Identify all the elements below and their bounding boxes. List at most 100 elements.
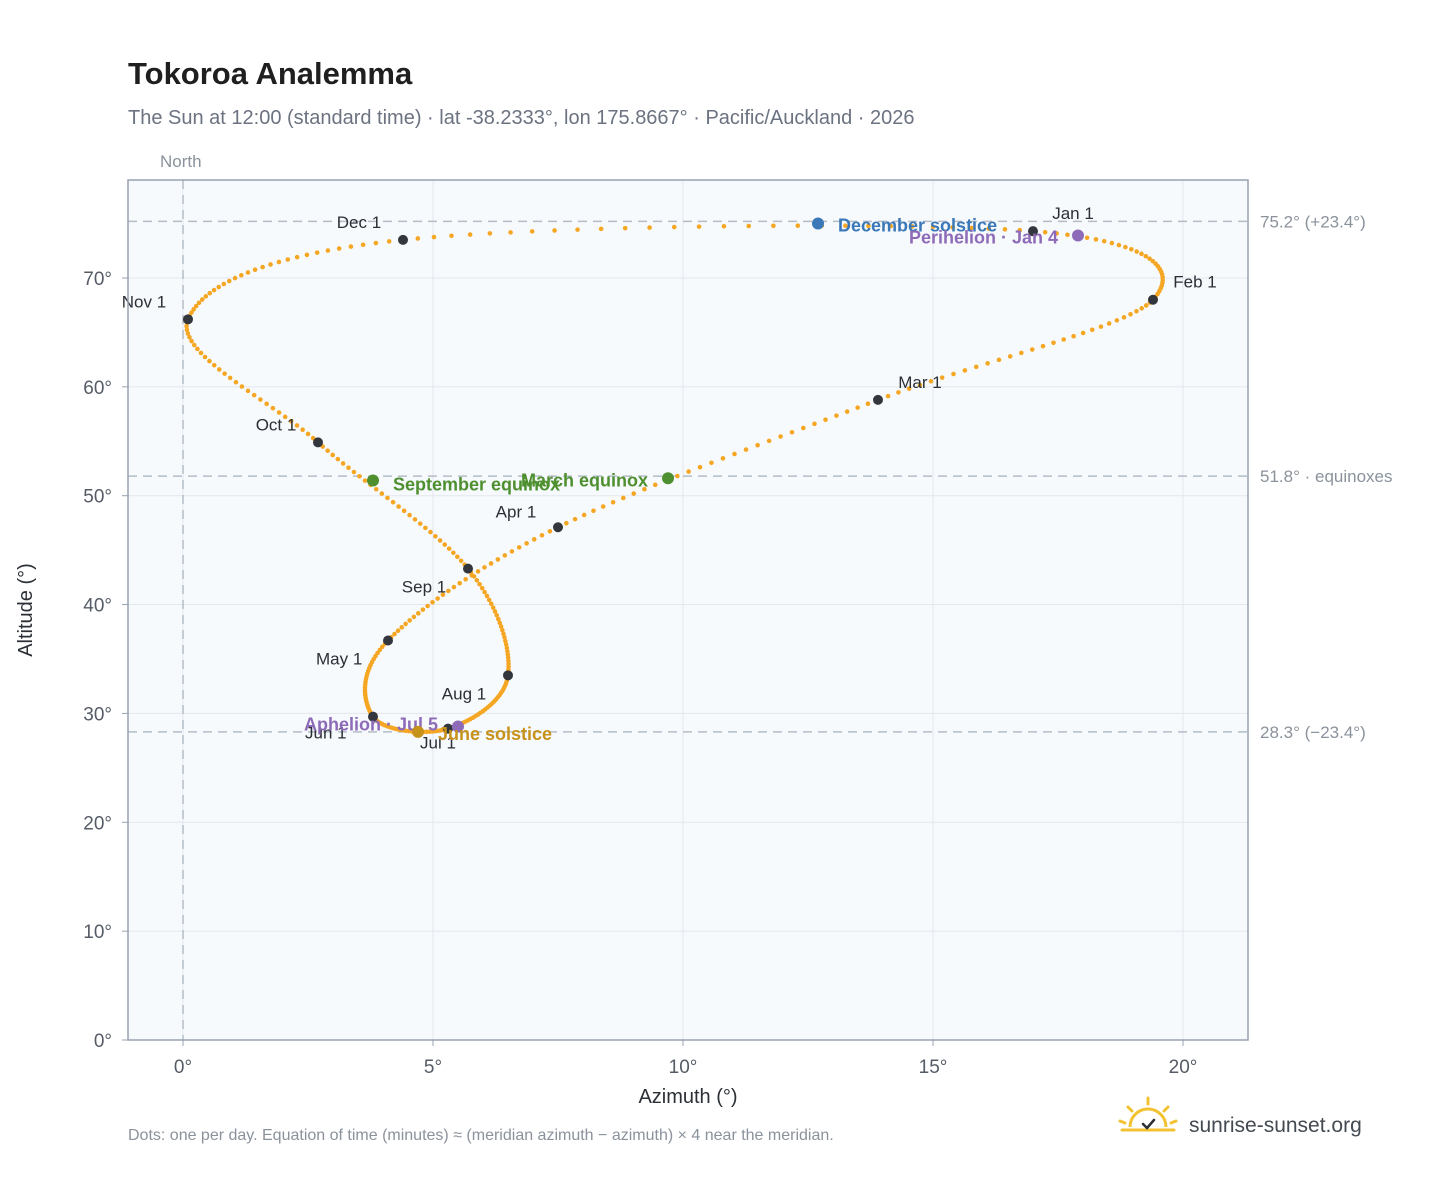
daily-dot [865,401,871,407]
daily-dot [539,533,545,538]
y-tick-label: 60° [83,378,112,399]
month-label: Jun 1 [305,724,347,743]
daily-dot [986,226,992,231]
daily-dot [202,354,208,360]
daily-dot [348,244,354,249]
daily-dot [696,224,702,229]
daily-dot [1093,237,1099,242]
daily-dot [252,267,258,273]
daily-dot [325,248,331,253]
daily-dot [437,538,443,543]
plot-border [127,179,1249,1041]
reference-lines: 75.2° (+23.4°) 51.8° · equinoxes 28.3° (−2… [128,212,1393,742]
daily-dot [227,375,233,381]
daily-dot [795,223,801,228]
daily-dot [198,350,204,356]
month-marker [443,723,453,734]
daily-dot [516,545,522,550]
daily-dot [373,486,379,492]
event-marker [662,472,674,485]
daily-dot [407,618,412,623]
daily-dot [449,233,454,239]
daily-dot [195,346,200,352]
daily-dot [1129,246,1134,252]
daily-dot [1134,309,1139,314]
daily-dot [294,423,300,428]
daily-dot [823,417,828,423]
daily-dot [442,542,448,547]
event-label: December solstice [838,216,997,236]
daily-dot [425,603,430,609]
daily-dot [488,601,494,607]
y-tick-label: 30° [83,704,112,725]
daily-dot [1123,244,1128,250]
daily-dot [498,624,504,629]
daily-dot [492,609,498,614]
daily-dot [671,224,677,230]
daily-dot [233,379,239,385]
daily-dot [380,644,385,650]
daily-dot [440,592,446,598]
chart-subtitle: The Sun at 12:00 (standard time) · lat -… [128,107,914,129]
daily-dot [399,625,405,630]
daily-dot [239,272,244,278]
plot-area [128,180,1248,1040]
daily-dot [1065,232,1070,238]
event-marker [1072,229,1084,242]
daily-dot [490,605,496,610]
daily-dot [501,631,506,637]
x-tick-label: 0° [174,1057,192,1078]
daily-dot [985,361,990,366]
daily-dot [531,537,537,542]
month-label: Nov 1 [122,292,166,311]
daily-dot [888,223,894,229]
daily-dot [1002,227,1008,232]
daily-dot [709,460,714,466]
daily-dot [950,225,956,230]
x-tick-label: 15° [919,1057,948,1078]
daily-dot [189,310,194,315]
daily-dot [1051,340,1056,346]
reference-line-label: 75.2° (+23.4°) [1260,212,1366,231]
daily-dot [1109,240,1115,246]
month-marker [873,394,883,405]
daily-dot [508,230,513,235]
daily-dot [503,638,508,644]
daily-dot [843,223,848,229]
daily-dot [314,250,320,255]
daily-dot [1101,238,1107,244]
daily-dot [1019,350,1024,356]
daily-dot [746,223,752,229]
daily-dot [1061,337,1067,342]
daily-dot [373,240,379,246]
daily-dot [211,362,217,368]
month-marker [313,437,323,448]
daily-dot [581,512,587,518]
reference-line-label: 28.3° (−23.4°) [1260,723,1366,742]
daily-dot [675,473,680,479]
daily-dot [930,224,936,230]
daily-dot [463,576,468,582]
daily-dot [1116,242,1122,248]
daily-dot [282,414,288,420]
daily-dot [1017,227,1023,233]
daily-dot [631,491,637,496]
daily-dot [1139,251,1144,257]
brand-name: sunrise-sunset.org [1189,1114,1362,1137]
daily-dot [239,384,245,389]
event-label: June solstice [438,724,552,744]
daily-dot [221,281,227,287]
daily-dot [755,442,760,448]
daily-dot [789,429,795,435]
daily-dot [451,550,456,556]
daily-dot [1143,253,1149,259]
daily-dot [1106,321,1112,326]
daily-dot [457,580,463,586]
y-axis-label: Altitude (°) [15,563,37,657]
daily-dot [496,616,501,622]
daily-dot [467,232,473,237]
daily-dot [285,257,291,262]
daily-dot [1071,333,1076,339]
daily-dot [294,254,300,260]
